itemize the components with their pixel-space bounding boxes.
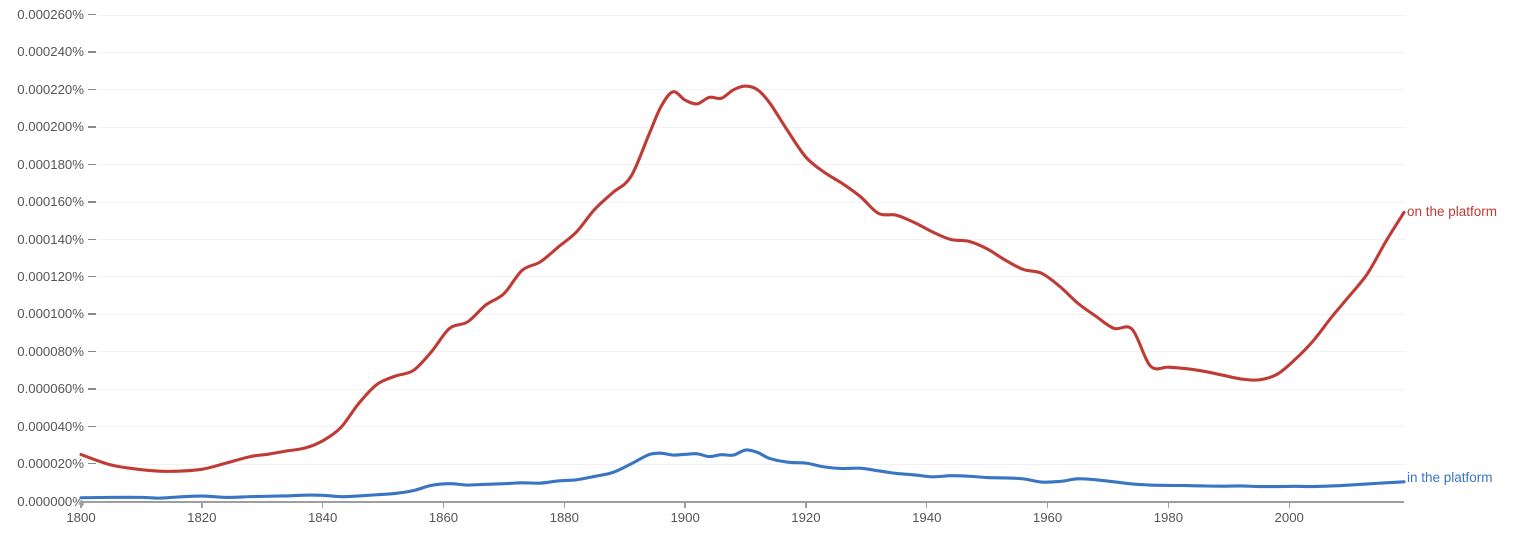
y-axis-tick-mark bbox=[88, 88, 96, 91]
x-axis-tick-mark bbox=[563, 501, 565, 508]
x-axis-tick-mark bbox=[684, 501, 686, 508]
gridline bbox=[98, 239, 1405, 241]
y-axis-tick-label: 0.000100% bbox=[17, 306, 84, 322]
y-axis-tick-mark bbox=[88, 463, 96, 465]
gridline bbox=[98, 351, 1405, 353]
series-label-in-the-platform[interactable]: in the platform bbox=[1407, 470, 1493, 485]
x-axis-tick-mark bbox=[1288, 501, 1290, 508]
y-axis-tick-label: 0.000060% bbox=[17, 381, 84, 397]
x-axis-tick-label: 1880 bbox=[549, 510, 579, 525]
y-axis-tick-label: 0.000180% bbox=[17, 156, 84, 172]
x-axis-tick-label: 1860 bbox=[428, 510, 459, 525]
y-axis-tick-mark bbox=[88, 201, 96, 203]
x-axis-line bbox=[81, 501, 1404, 503]
y-axis-tick-mark bbox=[88, 126, 96, 128]
y-axis-tick-label: 0.000240% bbox=[17, 44, 84, 60]
x-axis-tick-label: 1960 bbox=[1032, 510, 1063, 525]
y-axis-tick-label: 0.000000% bbox=[17, 493, 84, 509]
gridline bbox=[98, 388, 1405, 390]
x-axis-tick-label: 1800 bbox=[66, 510, 96, 525]
x-axis-tick-mark bbox=[1046, 501, 1049, 508]
y-axis-tick-mark bbox=[88, 350, 96, 353]
gridline bbox=[98, 89, 1405, 91]
gridline bbox=[98, 164, 1405, 166]
x-axis-tick-label: 1920 bbox=[791, 510, 821, 525]
x-axis-tick-label: 1820 bbox=[187, 510, 217, 525]
x-axis-tick-mark bbox=[926, 501, 928, 508]
gridline bbox=[98, 51, 1405, 53]
x-axis-tick-label: 1840 bbox=[307, 510, 338, 525]
gridline bbox=[98, 14, 1405, 16]
y-axis-tick-label: 0.000140% bbox=[17, 231, 84, 247]
y-axis-tick-mark bbox=[88, 388, 96, 390]
x-axis-tick-mark bbox=[442, 501, 445, 508]
x-axis-tick-mark bbox=[201, 501, 203, 508]
series-line-on-the-platform bbox=[79, 84, 1406, 473]
y-axis-tick-mark bbox=[88, 51, 96, 53]
gridline bbox=[98, 463, 1405, 465]
gridline bbox=[98, 313, 1405, 315]
y-axis-tick-label: 0.000260% bbox=[17, 7, 84, 22]
y-axis-tick-label: 0.000040% bbox=[17, 418, 84, 434]
x-axis-tick-mark bbox=[805, 501, 807, 508]
x-axis-tick-label: 2000 bbox=[1274, 510, 1304, 525]
x-axis-tick-label: 1900 bbox=[670, 510, 700, 525]
y-axis-tick-mark bbox=[88, 238, 96, 240]
x-axis-tick-label: 1980 bbox=[1153, 510, 1184, 525]
series-label-on-the-platform[interactable]: on the platform bbox=[1407, 204, 1498, 219]
y-axis-tick-mark bbox=[88, 313, 96, 315]
y-axis-tick-label: 0.000160% bbox=[17, 194, 84, 210]
y-axis-tick-label: 0.000120% bbox=[17, 268, 84, 284]
gridline bbox=[98, 426, 1405, 428]
y-axis-tick-mark bbox=[88, 275, 96, 278]
gridline bbox=[98, 126, 1405, 128]
x-axis-tick-mark bbox=[80, 501, 82, 508]
gridline bbox=[98, 276, 1405, 278]
y-axis-tick-label: 0.000020% bbox=[17, 456, 84, 472]
x-axis-tick-label: 1940 bbox=[912, 510, 942, 525]
x-axis-tick-mark bbox=[321, 501, 324, 508]
y-axis-tick-mark bbox=[88, 163, 96, 166]
y-axis-tick-mark bbox=[88, 14, 96, 16]
y-axis-tick-label: 0.000220% bbox=[17, 81, 84, 97]
y-axis-tick-label: 0.000080% bbox=[17, 343, 84, 359]
gridline bbox=[98, 201, 1405, 203]
y-axis-tick-label: 0.000200% bbox=[17, 119, 84, 135]
series-line-in-the-platform bbox=[79, 448, 1406, 500]
y-axis-tick-mark bbox=[88, 425, 96, 428]
x-axis-tick-mark bbox=[1167, 501, 1170, 508]
